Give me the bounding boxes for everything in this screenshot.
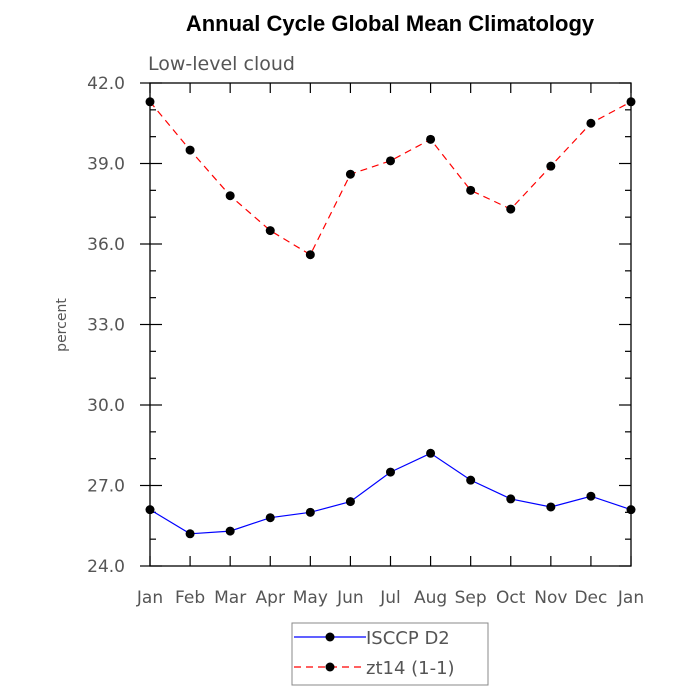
y-tick-label: 33.0	[87, 316, 125, 336]
series-line	[149, 101, 632, 256]
data-point	[265, 513, 275, 523]
data-point	[145, 505, 155, 515]
x-tick-label: Dec	[574, 588, 607, 608]
data-point	[586, 491, 596, 501]
x-tick-label: Nov	[534, 588, 567, 608]
x-tick-label: May	[293, 588, 328, 608]
x-tick-label: Jul	[379, 588, 401, 608]
x-tick-label: Sep	[455, 588, 487, 608]
data-point	[506, 204, 516, 214]
data-point	[466, 185, 476, 195]
data-point	[386, 467, 395, 477]
plot-frame	[149, 82, 632, 567]
legend-marker-isccp	[325, 632, 335, 642]
y-tick-label: 30.0	[87, 396, 125, 416]
x-tick-label: Jan	[617, 588, 644, 608]
data-point	[345, 169, 355, 179]
data-point	[305, 250, 315, 260]
x-tick-label: Jun	[336, 588, 364, 608]
chart-subtitle: Low-level cloud	[148, 53, 295, 75]
y-tick-label: 36.0	[87, 235, 125, 255]
data-point	[386, 156, 395, 166]
y-axis-label: percent	[54, 298, 70, 352]
series-layer	[145, 97, 636, 539]
data-point	[626, 97, 636, 107]
data-point	[546, 502, 556, 512]
series-line	[149, 452, 632, 535]
data-point	[426, 448, 436, 458]
x-tick-label: Aug	[414, 588, 447, 608]
legend-box	[291, 622, 489, 686]
x-tick-label: Apr	[256, 588, 285, 608]
x-tick-label: Mar	[214, 588, 246, 608]
data-point	[145, 97, 155, 107]
y-tick-labels: 24.0 27.0 30.0 33.0 36.0 39.0 42.0	[87, 74, 125, 577]
legend-label-zt14: zt14 (1-1)	[366, 658, 455, 679]
x-tick-label: Feb	[175, 588, 205, 608]
legend: ISCCP D2 zt14 (1-1)	[291, 622, 489, 686]
x-tick-label: Jan	[136, 588, 163, 608]
data-point	[546, 161, 556, 171]
data-point	[305, 507, 315, 517]
y-tick-label: 42.0	[87, 74, 125, 94]
data-point	[185, 145, 195, 155]
data-point	[426, 134, 436, 144]
x-tick-labels: Jan Feb Mar Apr May Jun Jul Aug Sep Oct Nov Dec Jan	[136, 588, 644, 608]
y-tick-label: 39.0	[87, 155, 125, 175]
y-tick-label: 27.0	[87, 477, 125, 497]
data-point	[626, 505, 636, 515]
data-point	[265, 226, 275, 236]
data-point	[185, 529, 195, 539]
data-point	[225, 191, 235, 201]
data-point	[225, 526, 235, 536]
data-point	[506, 494, 516, 504]
axis-ticks	[140, 82, 632, 567]
data-point	[586, 118, 596, 128]
legend-marker-zt14	[325, 662, 335, 672]
chart-title: Annual Cycle Global Mean Climatology	[186, 11, 595, 36]
data-point	[466, 475, 476, 485]
y-tick-label: 24.0	[87, 557, 125, 577]
data-point	[345, 497, 355, 507]
x-tick-label: Oct	[496, 588, 526, 608]
legend-label-isccp: ISCCP D2	[366, 628, 450, 649]
